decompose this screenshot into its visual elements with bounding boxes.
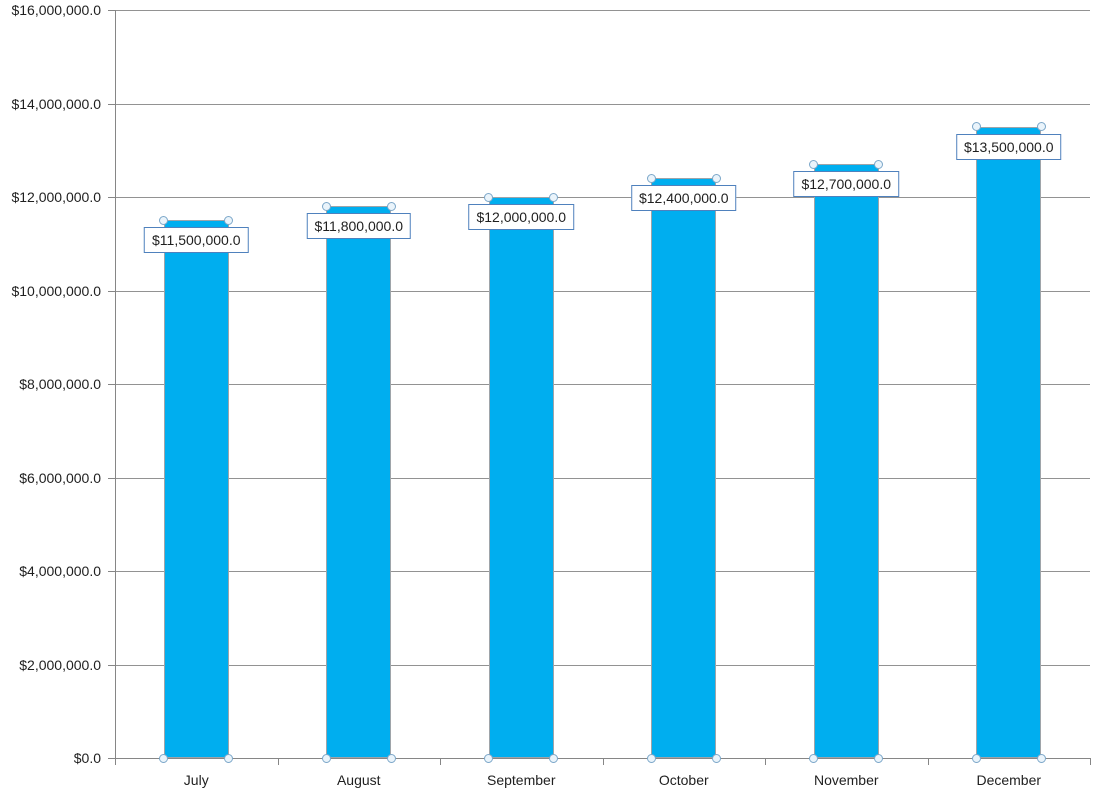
y-axis-tick-label: $0.0 [73, 750, 101, 766]
y-axis-tick [108, 758, 115, 759]
selection-handle[interactable] [646, 173, 656, 183]
y-axis-line [115, 10, 116, 763]
y-axis-tick-label: $10,000,000.0 [11, 282, 101, 299]
major-gridline [115, 10, 1090, 11]
selection-handle[interactable] [549, 192, 559, 202]
data-label[interactable]: $12,400,000.0 [630, 185, 737, 212]
y-axis-tick-label: $14,000,000.0 [11, 95, 101, 112]
selection-handle[interactable] [386, 753, 396, 763]
x-axis-tick [765, 758, 766, 765]
y-axis-tick-label: $4,000,000.0 [19, 563, 101, 579]
selection-handle[interactable] [159, 753, 169, 763]
x-axis-tick [927, 758, 929, 765]
selection-handle[interactable] [321, 753, 331, 763]
selection-handle[interactable] [646, 753, 656, 763]
selection-handle[interactable] [809, 753, 819, 763]
selection-handle[interactable] [809, 159, 819, 169]
x-axis-category-label: July [183, 772, 209, 788]
bar[interactable] [651, 178, 717, 758]
bar[interactable] [326, 206, 392, 758]
major-gridline [115, 384, 1090, 385]
y-axis-tick [108, 477, 115, 479]
major-gridline [115, 103, 1090, 105]
selection-handle[interactable] [224, 215, 234, 225]
x-axis-category-label: December [976, 772, 1042, 788]
data-label[interactable]: $11,500,000.0 [144, 227, 249, 254]
bar[interactable] [976, 126, 1042, 758]
y-axis-tick-label: $16,000,000.0 [11, 2, 101, 18]
selection-handle[interactable] [971, 122, 981, 132]
x-axis-tick [602, 758, 604, 765]
selection-handle[interactable] [224, 753, 234, 763]
major-gridline [115, 477, 1090, 479]
y-axis-tick [108, 290, 115, 292]
x-axis-category-label: October [658, 772, 709, 788]
selection-handle[interactable] [711, 753, 721, 763]
data-label[interactable]: $11,800,000.0 [306, 213, 411, 240]
y-axis-tick-label: $12,000,000.0 [11, 189, 101, 205]
selection-handle[interactable] [549, 753, 559, 763]
y-axis-tick [108, 664, 115, 666]
selection-handle[interactable] [874, 159, 884, 169]
y-axis-tick [108, 571, 115, 572]
x-axis-category-label: November [813, 772, 879, 788]
y-axis-tick [108, 103, 115, 105]
x-axis-tick [440, 758, 441, 765]
y-axis-tick-label: $2,000,000.0 [19, 656, 101, 673]
x-axis-tick [1090, 758, 1091, 765]
bar[interactable] [813, 164, 879, 758]
major-gridline [115, 197, 1090, 198]
data-label[interactable]: $13,500,000.0 [955, 133, 1062, 160]
y-axis-tick [108, 197, 115, 198]
major-gridline [115, 571, 1090, 572]
selection-handle[interactable] [159, 215, 169, 225]
selection-handle[interactable] [1036, 753, 1046, 763]
y-axis-tick-label: $8,000,000.0 [19, 376, 101, 392]
selection-handle[interactable] [711, 173, 721, 183]
bar[interactable] [488, 197, 554, 758]
selection-handle[interactable] [321, 201, 331, 211]
x-axis-tick [277, 758, 279, 765]
selection-handle[interactable] [386, 201, 396, 211]
selection-handle[interactable] [1036, 122, 1046, 132]
selection-handle[interactable] [971, 753, 981, 763]
y-axis-tick-label: $6,000,000.0 [19, 469, 101, 486]
x-axis-category-label: August [336, 772, 381, 788]
y-axis-tick [108, 384, 115, 385]
x-axis-line [115, 758, 1090, 759]
selection-handle[interactable] [484, 192, 494, 202]
selection-handle[interactable] [874, 753, 884, 763]
data-label[interactable]: $12,700,000.0 [793, 171, 900, 198]
selection-handle[interactable] [484, 753, 494, 763]
bar[interactable] [163, 220, 229, 758]
major-gridline [115, 290, 1090, 292]
y-axis-tick [108, 10, 115, 11]
data-label[interactable]: $12,000,000.0 [468, 204, 575, 230]
x-axis-category-label: September [487, 772, 556, 788]
major-gridline [115, 664, 1090, 666]
